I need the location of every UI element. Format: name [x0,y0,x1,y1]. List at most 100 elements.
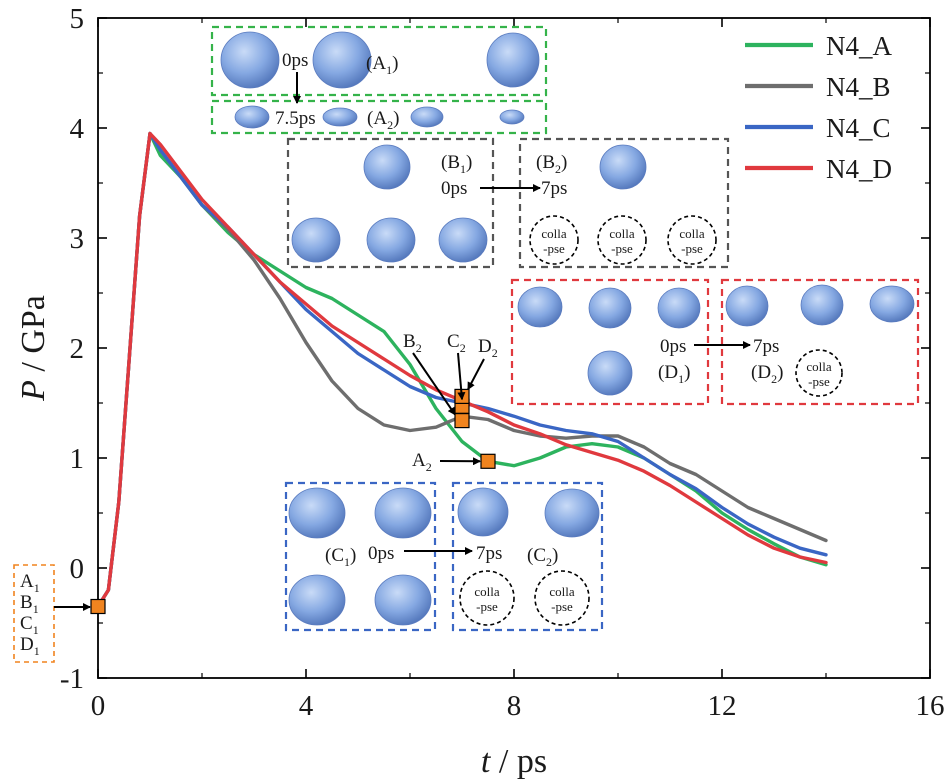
bubble [457,487,509,537]
bubble [725,285,769,327]
marker-b2 [454,413,470,429]
legend-label-n4-a: N4_A [826,31,892,61]
collapse-label-top: colla [806,359,831,374]
collapse-label-bottom: -pse [611,241,633,256]
inset-a-label1: (A1) [366,53,398,77]
start-label-b: B1 [20,592,39,616]
bubble [410,106,444,128]
start-label-a: A1 [20,571,40,595]
bubble [234,105,270,129]
bubble [517,286,563,328]
marker-label-b2: B2 [403,331,422,355]
inset-d: colla-pse 0ps 7ps (D1) (D2) [510,278,920,406]
collapse-label-bottom: -pse [551,599,573,614]
collapse-label-top: colla [541,226,566,241]
bubble [438,217,488,263]
inset-a-label2: (A2) [367,108,399,132]
inset-a-t0: 0ps [282,50,308,71]
bubble [587,350,633,396]
bubble [220,31,280,89]
y-axis-label: P / GPa [15,295,52,402]
bubble [499,109,525,125]
start-label-d: D1 [20,634,40,658]
collapse-label-bottom: -pse [808,374,830,389]
marker-start [90,598,106,615]
collapse-circle [795,349,843,397]
marker-arrow-b2 [412,352,456,416]
collapse-label-bottom: -pse [681,241,703,256]
marker-label-a2: A2 [412,450,432,474]
inset-c-t0: 0ps [368,543,394,564]
collapse-label-top: colla [609,226,634,241]
marker-arrow-d2 [467,358,485,391]
x-tick-label: 0 [91,690,106,722]
inset-panels: 0ps (A1)7.5ps (A2)colla-psecolla-psecolla-… [210,25,920,632]
bubble [366,217,416,263]
x-tick-label: 16 [916,690,945,722]
bubble [288,487,346,539]
collapse-label-bottom: -pse [476,599,498,614]
y-tick-label: 5 [70,3,85,35]
legend-label-n4-d: N4_D [826,154,892,184]
marker-label-c2: C2 [447,331,466,355]
collapse-circle [667,215,717,265]
bubble [800,284,844,326]
bubble [869,285,915,323]
inset-c-label1: (C1) [325,545,356,569]
collapse-circle [529,215,579,265]
bubble [288,574,346,626]
collapse-label-bottom: -pse [543,241,565,256]
bubble [599,144,647,190]
collapse-label-top: colla [679,226,704,241]
inset-a: 0ps (A1) 7.5ps (A2) [210,25,548,135]
inset-b-t0: 0ps [441,178,467,199]
collapse-label-top: colla [474,584,499,599]
y-tick-label: -1 [60,663,84,695]
y-tick-label: 2 [70,333,85,365]
bubble [657,287,701,329]
inset-c-label2: (C2) [527,545,558,569]
collapse-label-top: colla [549,584,574,599]
y-tick-label: 3 [70,223,85,255]
inset-d-t0: 0ps [660,336,686,357]
y-tick-label: 0 [70,553,85,585]
x-tick-label: 4 [299,690,314,722]
legend-label-n4-c: N4_C [826,113,891,143]
series-line-n4-d [96,131,828,609]
inset-c-t1: 7ps [476,543,502,564]
bubble [486,32,540,88]
inset-d-label2: (D2) [751,362,783,386]
collapse-circle [534,570,590,626]
y-tick-label: 1 [70,443,85,475]
inset-a-bottom-box [210,99,548,135]
y-tick-label: 4 [70,113,85,145]
collapse-circle [597,215,647,265]
marker-label-d2: D2 [478,336,498,360]
inset-b-label1: (B1) [441,152,472,176]
bubble [312,31,372,89]
x-tick-label: 12 [708,690,737,722]
inset-d-label1: (D1) [658,362,690,386]
x-tick-label: 8 [507,690,522,722]
inset-d-t1: 7ps [753,336,779,357]
bubble [374,487,432,539]
inset-b-label2: (B2) [536,152,567,176]
inset-b-t1: 7ps [541,178,567,199]
marker-arrow-c2 [457,352,466,401]
bubble [544,488,600,538]
bubble [374,574,432,626]
start-label-box [13,564,55,663]
collapse-circle [459,570,515,626]
bubble [363,144,411,190]
inset-a-t1: 7.5ps [275,108,316,129]
x-axis-label: t / ps [481,743,547,780]
legend-label-n4-b: N4_B [826,72,891,102]
legend: N4_A N4_B N4_C N4_D [745,31,892,184]
bubble [588,287,632,329]
marker-a2 [480,453,496,469]
